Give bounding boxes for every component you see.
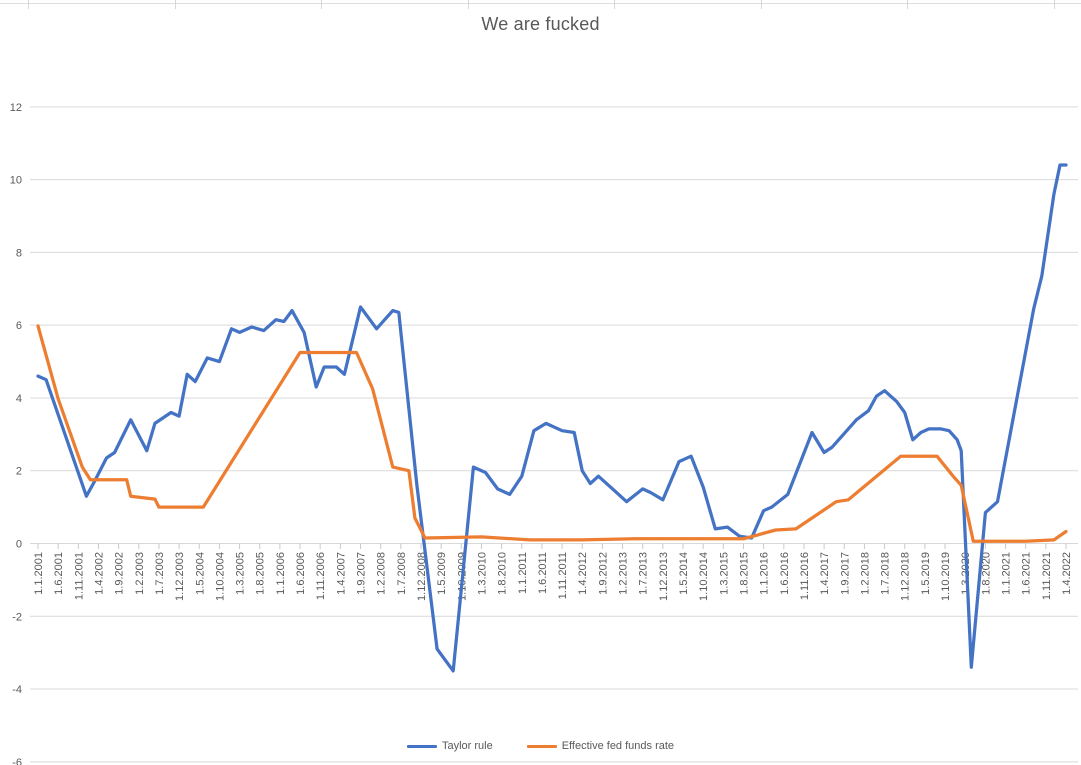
legend-item-taylor-rule[interactable]: Taylor rule (406, 740, 493, 752)
y-axis-tick-label: 0 (16, 539, 22, 551)
x-axis-tick-label: 1.11.2006 (315, 552, 327, 600)
x-axis-tick-label: 1.9.2017 (839, 552, 851, 595)
x-axis-tick-label: 1.1.2016 (759, 552, 771, 595)
legend-label-effective-fed-funds-rate: Effective fed funds rate (561, 740, 675, 752)
x-axis-tick-label: 1.4.2017 (819, 552, 831, 595)
y-axis-tick-label: 10 (10, 175, 22, 187)
spreadsheet-row-border (0, 3, 1081, 4)
x-axis-tick-label: 1.4.2012 (577, 552, 589, 595)
x-axis-tick-label: 1.11.2021 (1041, 552, 1053, 600)
series-line-taylor-rule (36, 163, 1068, 673)
x-axis-tick-label: 1.7.2008 (396, 552, 408, 595)
x-axis-tick-label: 1.11.2001 (73, 552, 85, 600)
x-axis-tick-label: 1.11.2011 (557, 552, 569, 599)
x-axis-tick-label: 1.9.2002 (114, 552, 126, 595)
y-axis-tick-label: -2 (12, 611, 22, 623)
x-axis-tick-label: 1.12.2003 (174, 552, 186, 601)
x-axis-tick-label: 1.6.2011 (537, 552, 549, 594)
x-axis-tick-label: 1.12.2018 (900, 552, 912, 601)
x-axis-tick-label: 1.4.2007 (335, 552, 347, 595)
y-axis-tick-label: 12 (10, 102, 22, 114)
x-axis-tick-label: 1.3.2010 (476, 552, 488, 595)
x-axis-tick-label: 1.1.2001 (33, 552, 45, 595)
x-axis-tick-label: 1.11.2016 (799, 552, 811, 600)
spreadsheet-column-border (28, 0, 29, 9)
legend-item-effective-fed-funds-rate[interactable]: Effective fed funds rate (526, 740, 675, 752)
x-axis-tick-label: 1.1.2006 (275, 552, 287, 595)
x-axis-tick-label: 1.3.2015 (718, 552, 730, 595)
x-axis-tick-label: 1.1.2011 (517, 552, 529, 594)
spreadsheet-column-border (760, 0, 762, 9)
x-axis-tick-label: 1.2.2013 (618, 552, 630, 595)
x-axis-tick-label: 1.7.2018 (880, 552, 892, 595)
y-axis-tick-label: -6 (12, 757, 22, 765)
x-axis-tick-label: 1.9.2012 (597, 552, 609, 595)
y-axis-tick-label: 8 (16, 247, 22, 259)
y-axis-tick-label: -4 (12, 684, 22, 696)
x-axis-tick-label: 1.5.2004 (194, 552, 206, 595)
x-axis-tick-label: 1.4.2002 (93, 552, 105, 595)
x-axis-tick-label: 1.10.2004 (214, 552, 226, 601)
x-axis-tick-label: 1.6.2006 (295, 552, 307, 595)
x-axis-tick-label: 1.10.2019 (940, 552, 952, 601)
x-axis-tick-label: 1.10.2014 (698, 552, 710, 601)
y-axis-tick-label: 6 (16, 320, 22, 332)
x-axis-tick-label: 1.8.2010 (497, 552, 509, 595)
x-axis-tick-label: 1.6.2021 (1021, 552, 1033, 595)
y-axis-tick-label: 2 (16, 466, 22, 478)
x-axis-tick-label: 1.8.2020 (980, 552, 992, 595)
x-axis-tick-label: 1.5.2019 (920, 552, 932, 595)
x-axis-tick-label: 1.5.2014 (678, 552, 690, 595)
x-axis-tick-label: 1.7.2003 (154, 552, 166, 595)
x-axis-tick-label: 1.12.2013 (658, 552, 670, 601)
spreadsheet-column-border (467, 0, 469, 9)
x-axis-tick-label: 1.2.2008 (376, 552, 388, 595)
x-axis-tick-label: 1.2.2018 (859, 552, 871, 595)
x-axis-tick-label: 1.6.2016 (779, 552, 791, 595)
x-axis-tick-label: 1.2.2003 (134, 552, 146, 595)
series-line-effective-fed-funds-rate (36, 324, 1068, 543)
spreadsheet-column-border (614, 0, 615, 9)
x-axis-tick-label: 1.6.2001 (53, 552, 65, 595)
spreadsheet-column-border (907, 0, 908, 9)
x-axis-tick-label: 1.7.2013 (638, 552, 650, 595)
x-axis-tick-label: 1.8.2005 (255, 552, 267, 595)
x-axis-tick-label: 1.4.2022 (1061, 552, 1073, 595)
legend-line-swatch-effective-fed-funds-rate (526, 744, 557, 749)
x-axis-tick-label: 1.8.2015 (738, 552, 750, 595)
x-axis-tick-label: 1.9.2007 (356, 552, 368, 595)
x-axis-tick-label: 1.5.2009 (436, 552, 448, 595)
spreadsheet-column-border (1053, 0, 1055, 9)
legend-line-swatch-taylor-rule (406, 744, 437, 749)
chart-title: We are fucked (481, 14, 600, 34)
spreadsheet-column-border (174, 0, 176, 9)
x-axis-tick-label: 1.1.2021 (1001, 552, 1013, 595)
spreadsheet-column-border (321, 0, 322, 9)
x-axis-tick-label: 1.12.2008 (416, 552, 428, 601)
x-axis-tick-label: 1.3.2005 (235, 552, 247, 595)
chart-legend: Taylor rule Effective fed funds rate (0, 741, 1081, 752)
legend-label-taylor-rule: Taylor rule (441, 740, 493, 752)
y-axis-tick-label: 4 (16, 393, 22, 405)
